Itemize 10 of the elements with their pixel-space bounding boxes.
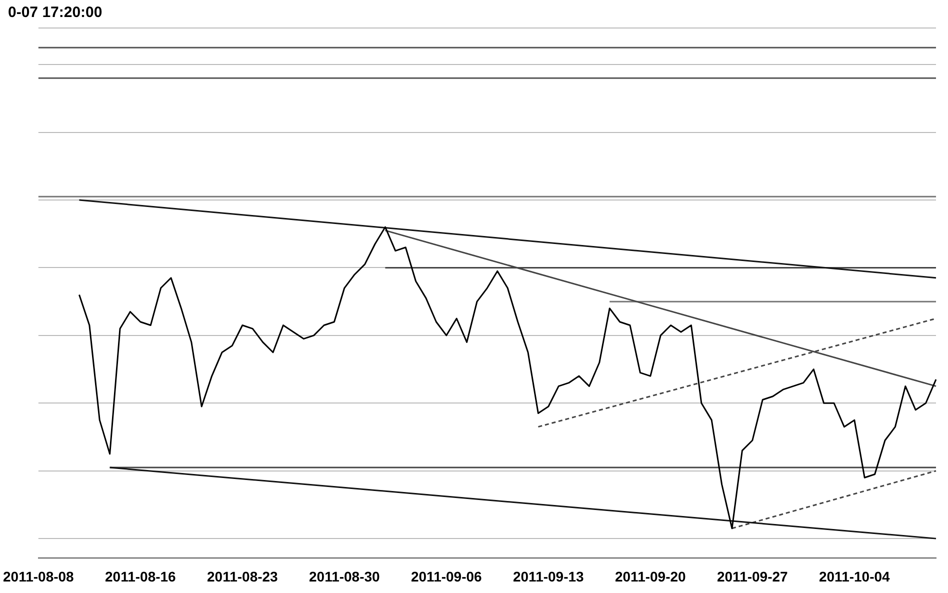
x-tick-label: 2011-08-08 [3,568,74,584]
x-tick-label: 2011-09-27 [716,568,788,584]
x-tick-label: 2011-09-20 [614,568,686,584]
x-tick-label: 2011-08-30 [308,568,380,584]
chart-title: 0-07 17:20:00 [8,4,102,22]
x-tick-label: 2011-09-13 [512,568,584,584]
x-tick-label: 2011-08-23 [206,568,278,584]
x-tick-label: 2011-10-04 [818,568,890,584]
x-tick-label: 2011-08-16 [104,568,176,584]
x-tick-label: 2011-09-06 [410,568,482,584]
